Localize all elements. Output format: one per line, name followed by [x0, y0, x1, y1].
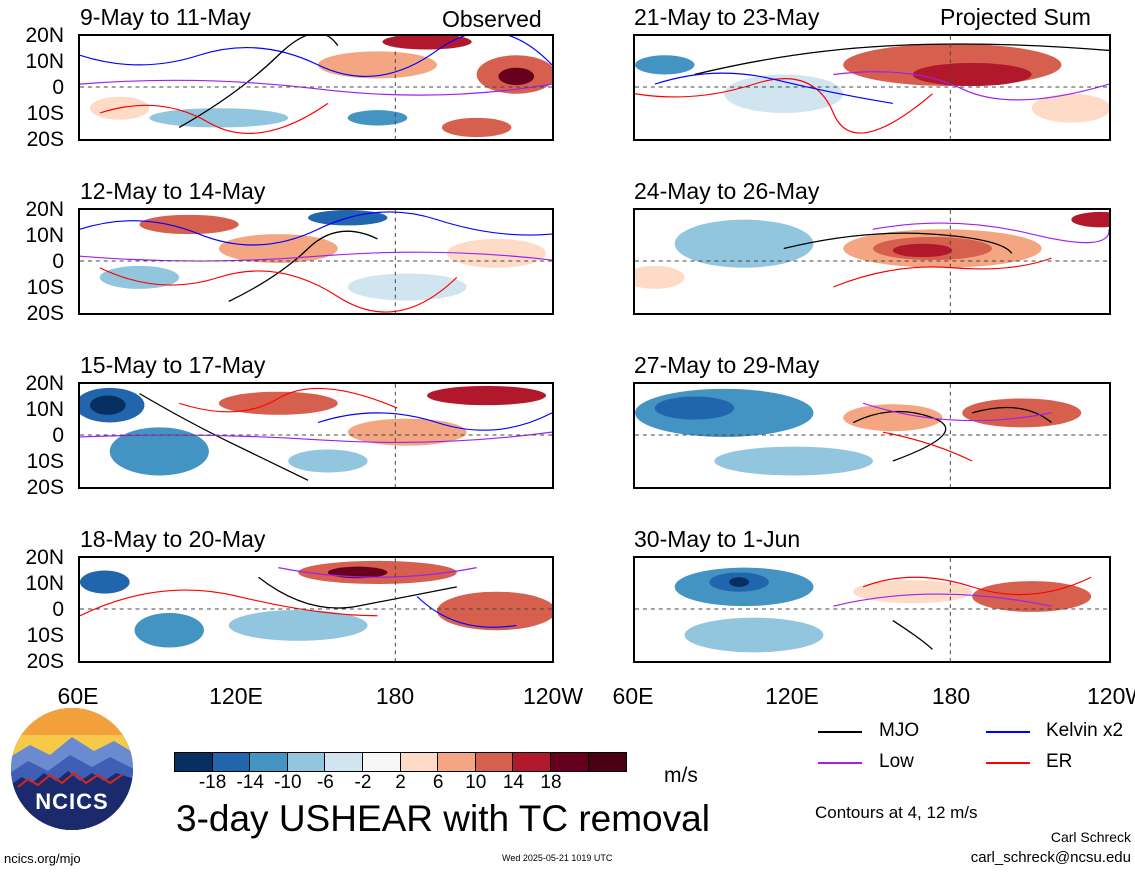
panel-1-title: 9-May to 11-May [80, 4, 251, 30]
panel-5-tag: Projected Sum [940, 4, 1091, 30]
lat-label-10s: 10S [26, 102, 64, 125]
lon-label-120e: 120E [209, 683, 263, 709]
map-panel-2 [78, 208, 554, 315]
legend-low-label: Low [879, 751, 914, 772]
lon-label-180: 180 [375, 683, 415, 709]
panel-7-title: 27-May to 29-May [634, 352, 820, 378]
site-url: ncics.org/mjo [4, 851, 81, 866]
legend-kelvin-label: Kelvin x2 [1046, 720, 1124, 741]
legend-mjo-line [818, 731, 862, 733]
colorbar-tick-label: -2 [354, 772, 372, 793]
map-panel-3 [78, 382, 554, 489]
lon-label-120w-right: 120W [1087, 685, 1135, 708]
lon-label-120e-right: 120E [765, 683, 819, 709]
colorbar [174, 752, 628, 772]
lat-label-10n: 10N [25, 398, 64, 421]
panel-2-title: 12-May to 14-May [80, 178, 266, 204]
credit-email: carl_schreck@ncsu.edu [970, 849, 1131, 866]
map-panel-4 [78, 556, 554, 663]
legend-mjo-label: MJO [879, 720, 920, 741]
colorbar-swatch [513, 753, 551, 771]
map-panel-7 [633, 382, 1111, 489]
lat-label-20n: 20N [25, 372, 64, 395]
colorbar-tick-label: -6 [316, 772, 334, 793]
colorbar-swatch [438, 753, 476, 771]
lon-label-180-right: 180 [931, 683, 971, 709]
lat-label-20n: 20N [25, 24, 64, 47]
lat-label-10n: 10N [25, 50, 64, 73]
legend-kelvin-line [986, 731, 1030, 733]
colorbar-swatch [175, 753, 213, 771]
logo-text: NCICS [35, 789, 109, 814]
lat-label-20s: 20S [26, 128, 64, 151]
lat-label-0: 0 [52, 598, 64, 621]
legend-low-line [818, 762, 862, 764]
colorbar-swatch [475, 753, 514, 771]
legend-er-line [986, 762, 1030, 764]
lat-label-20s: 20S [26, 302, 64, 325]
panel-8-title: 30-May to 1-Jun [634, 526, 801, 552]
lon-label-60e-right: 60E [612, 683, 654, 709]
map-panel-1 [78, 34, 554, 141]
lon-label-60e: 60E [57, 683, 99, 709]
colorbar-swatch [325, 753, 363, 771]
lat-label-10n: 10N [25, 224, 64, 247]
panel-6-title: 24-May to 26-May [634, 178, 820, 204]
legend-er-label: ER [1046, 751, 1073, 772]
colorbar-swatch [250, 753, 288, 771]
panel-5-title: 21-May to 23-May [634, 4, 820, 30]
lat-label-20s: 20S [26, 476, 64, 499]
colorbar-tick-label: 14 [502, 772, 524, 793]
lat-label-10s: 10S [26, 276, 64, 299]
lat-label-20n: 20N [25, 198, 64, 221]
colorbar-swatch [287, 753, 326, 771]
lat-label-10s: 10S [26, 450, 64, 473]
contour-note: Contours at 4, 12 m/s [815, 803, 978, 822]
colorbar-swatch [588, 753, 627, 771]
map-panel-6 [633, 208, 1111, 315]
lat-label-10n: 10N [25, 572, 64, 595]
lat-label-0: 0 [52, 76, 64, 99]
timestamp: Wed 2025-05-21 1019 UTC [502, 853, 613, 863]
panel-4-title: 18-May to 20-May [80, 526, 266, 552]
map-panel-8 [633, 556, 1111, 663]
colorbar-tick-label: 10 [465, 772, 487, 793]
colorbar-tick-label: 2 [395, 772, 406, 793]
colorbar-swatch [362, 753, 401, 771]
colorbar-swatch [550, 753, 589, 771]
lat-label-20n: 20N [25, 546, 64, 569]
colorbar-tick-label: 6 [432, 772, 444, 793]
colorbar-units: m/s [664, 764, 698, 787]
lat-label-20s: 20S [26, 650, 64, 673]
panel-3-title: 15-May to 17-May [80, 352, 266, 378]
colorbar-tick-label: 18 [540, 772, 562, 793]
colorbar-swatch [212, 753, 251, 771]
colorbar-tick-label: -18 [198, 772, 227, 793]
panel-1-tag: Observed [442, 6, 542, 32]
colorbar-tick-label: -10 [274, 772, 302, 793]
lat-label-10s: 10S [26, 624, 64, 647]
credit-name: Carl Schreck [1050, 829, 1131, 845]
lon-label-120w: 120W [522, 683, 584, 709]
colorbar-tick-label: -14 [236, 772, 264, 793]
colorbar-swatch [400, 753, 439, 771]
lat-label-0: 0 [52, 250, 64, 273]
map-panel-5 [633, 34, 1111, 141]
figure-title: 3-day USHEAR with TC removal [176, 798, 710, 839]
lat-label-0: 0 [52, 424, 64, 447]
ncics-logo: NCICS [10, 707, 134, 831]
